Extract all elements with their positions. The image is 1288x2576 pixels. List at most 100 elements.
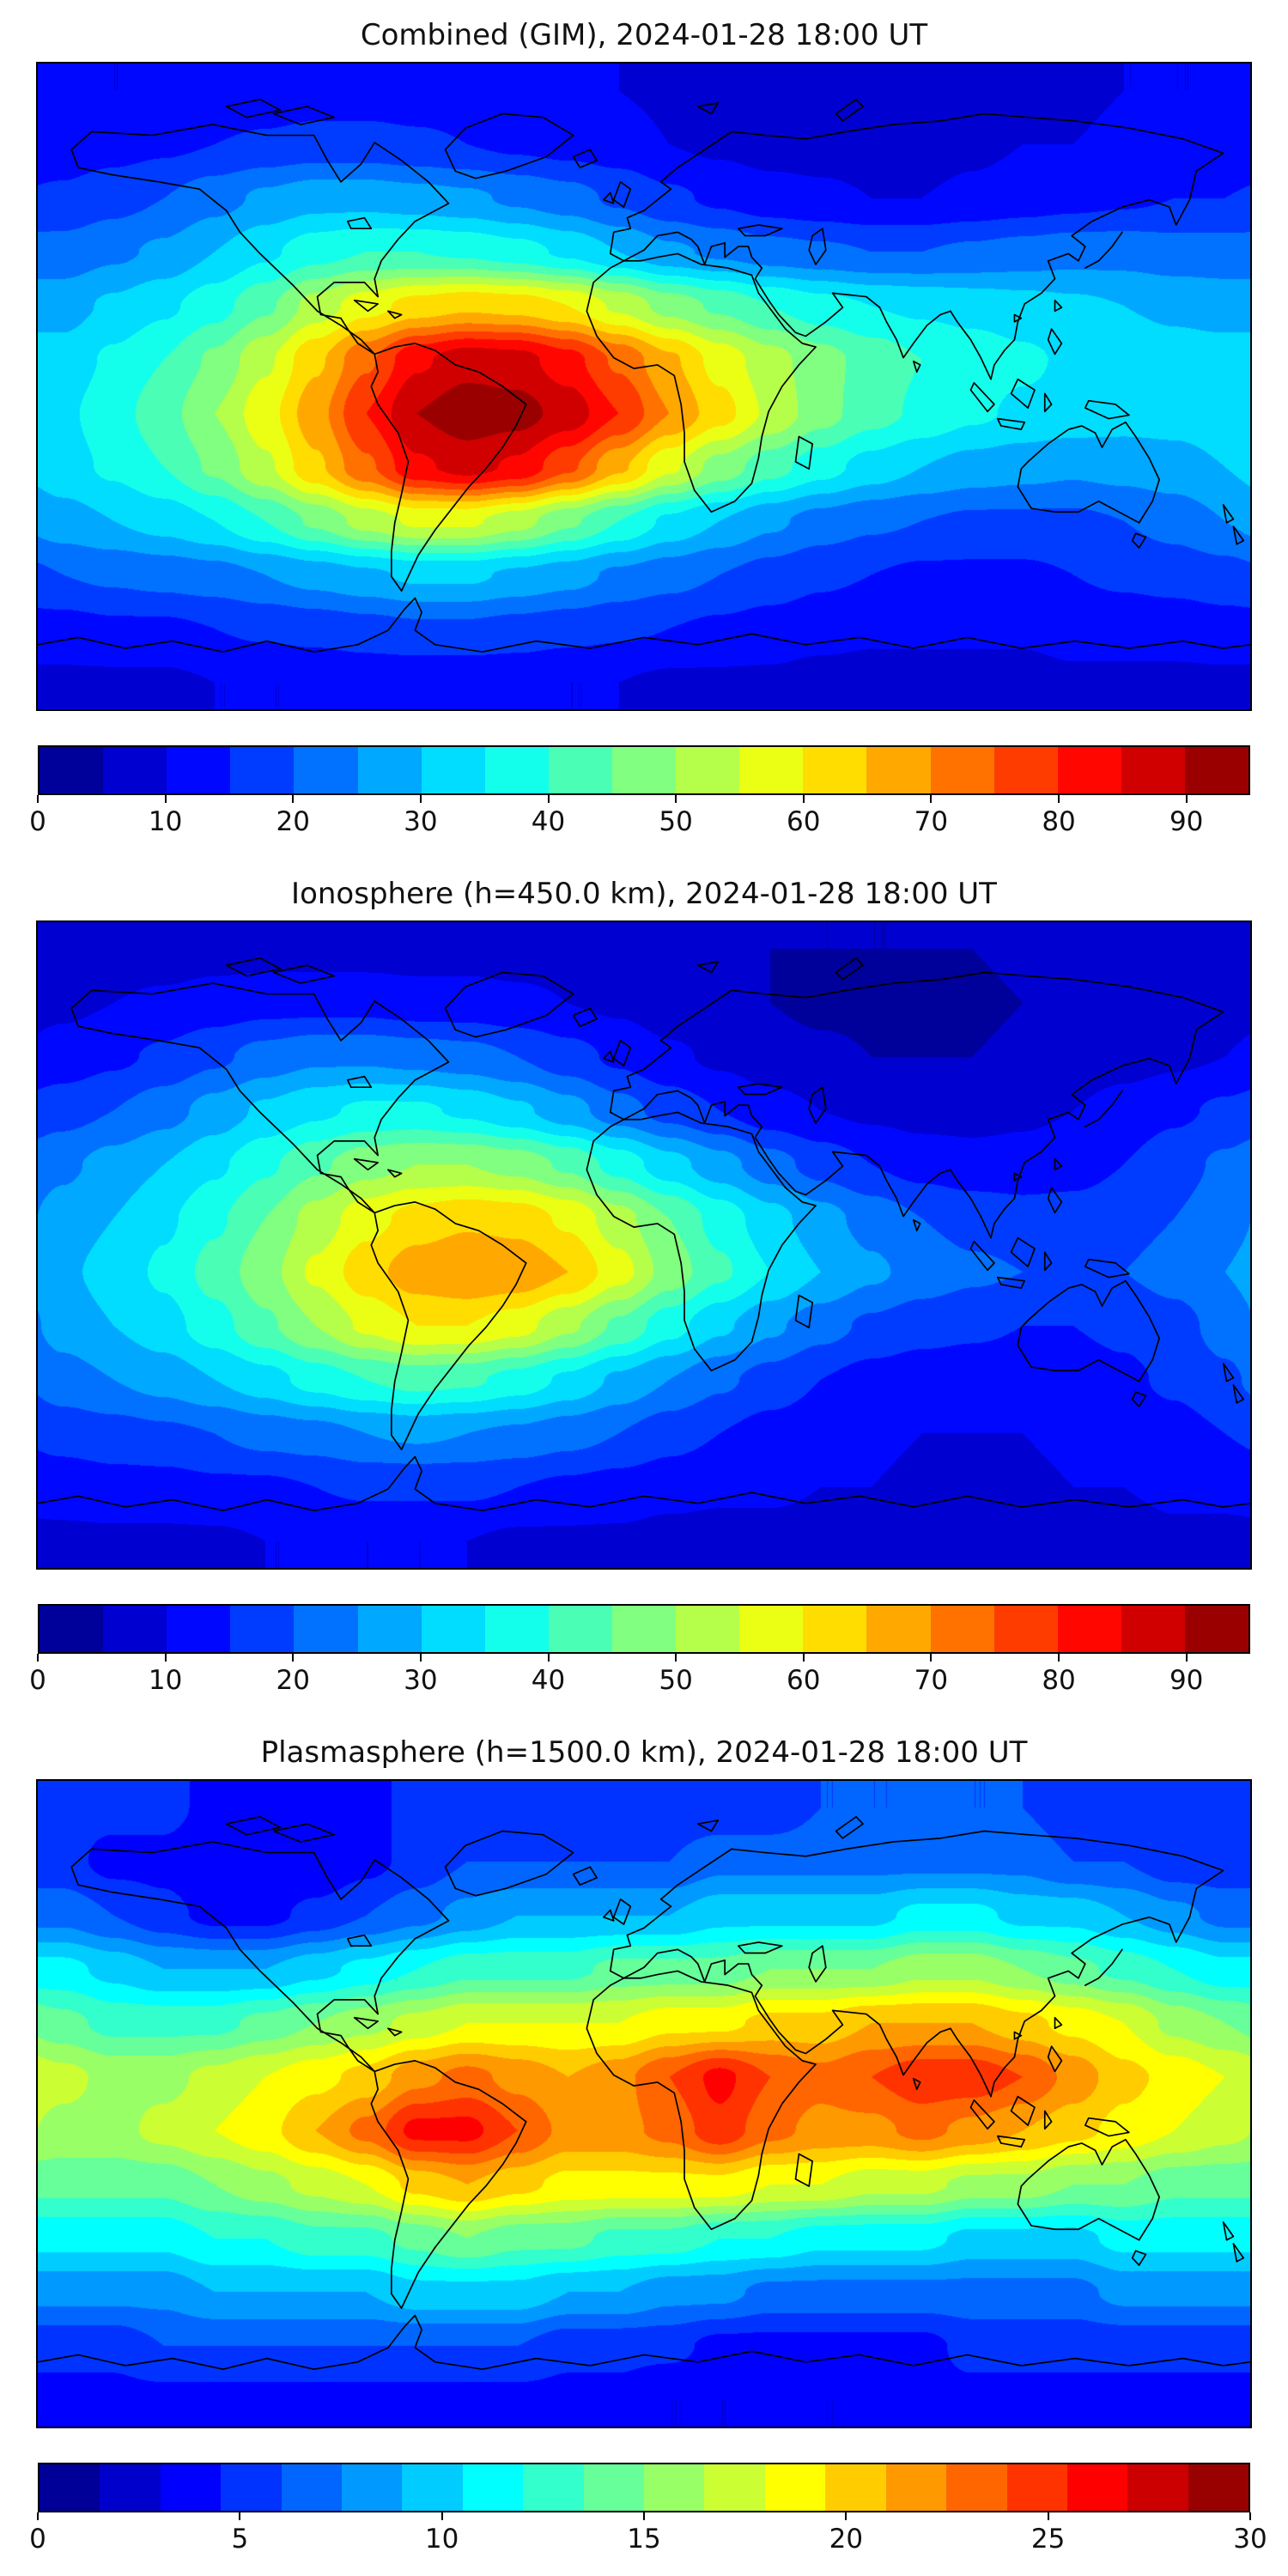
colorbar-tick [1058,795,1060,803]
colorbar-tick-label: 40 [531,806,566,837]
colorbar-segment [281,2464,343,2511]
colorbar-tick-label: 0 [29,806,46,837]
panel-title-ionosphere: Ionosphere (h=450.0 km), 2024-01-28 18:0… [291,877,997,911]
heatmap-canvas-plasmasphere [38,1781,1250,2427]
colorbar-plasmasphere: 0 5 10 15 20 25 30 [29,2463,1267,2561]
colorbar-tick-label: 30 [404,1665,438,1696]
colorbar-tick [845,2512,848,2520]
map-plasmasphere [36,1779,1252,2428]
colorbar-gradient [38,745,1250,795]
colorbar-segment [1066,2464,1128,2511]
colorbar-tick-label: 60 [787,1665,821,1696]
colorbar-gradient [38,2463,1250,2512]
colorbar-segment [1121,747,1185,793]
colorbar-segment [230,1606,295,1652]
coastlines-overlay [38,1781,1250,2427]
colorbar-tick [419,1654,422,1662]
colorbar-segment [103,747,167,793]
colorbar-tick [930,1654,933,1662]
panel-ionosphere: Ionosphere (h=450.0 km), 2024-01-28 18:0… [0,859,1288,1717]
colorbar-tick-row: 0 10 20 30 40 50 60 70 80 90 [29,1654,1250,1702]
colorbar-segment [342,2464,403,2511]
colorbar-segment [885,2464,947,2511]
colorbar-segment [103,1606,167,1652]
colorbar-segment [1127,2464,1188,2511]
colorbar-tick [164,795,167,803]
colorbar-tick [675,795,677,803]
colorbar-segment [167,747,231,793]
colorbar-segment [1184,1606,1249,1652]
heatmap-canvas-ionosphere [38,922,1250,1568]
colorbar-tick-label: 20 [829,2524,864,2555]
heatmap-canvas-combined-gim [38,64,1250,709]
colorbar-segment [39,747,104,793]
colorbar-segment [803,747,867,793]
colorbar-tick-label: 80 [1042,1665,1076,1696]
colorbar-tick [1249,2512,1251,2520]
colorbar-segment [39,2464,100,2511]
colorbar-segment [39,1606,104,1652]
colorbar-segment [1121,1606,1185,1652]
colorbar-segment [676,1606,740,1652]
colorbar-tick [1058,1654,1060,1662]
colorbar-segment [583,2464,645,2511]
colorbar-segment [946,2464,1007,2511]
colorbar-segment [402,2464,463,2511]
coastlines-overlay [38,922,1250,1568]
colorbar-tick-label: 15 [627,2524,661,2555]
colorbar-tick-label: 10 [148,806,183,837]
colorbar-segment [764,2464,826,2511]
colorbar-segment [294,1606,358,1652]
colorbar-gradient [38,1604,1250,1654]
colorbar-segment [739,747,804,793]
colorbar-tick [1185,795,1188,803]
colorbar-segment [993,1606,1058,1652]
colorbar-tick [37,2512,39,2520]
colorbar-segment [1006,2464,1067,2511]
map-ionosphere [36,920,1252,1570]
colorbar-segment [357,1606,422,1652]
colorbar-ionosphere: 0 10 20 30 40 50 60 70 80 90 [29,1604,1250,1702]
colorbar-tick [37,795,39,803]
map-combined-gim [36,62,1252,711]
colorbar-tick-label: 0 [29,1665,46,1696]
colorbar-tick [419,795,422,803]
colorbar-segment [803,1606,867,1652]
colorbar-segment [930,1606,994,1652]
colorbar-segment [676,747,740,793]
colorbar-tick [292,1654,295,1662]
colorbar-tick-label: 70 [914,1665,949,1696]
colorbar-segment [825,2464,886,2511]
colorbar-tick [802,795,805,803]
colorbar-segment [644,2464,705,2511]
colorbar-tick-label: 70 [914,806,949,837]
colorbar-tick-label: 90 [1169,1665,1204,1696]
colorbar-segment [611,1606,677,1652]
colorbar-segment [421,1606,485,1652]
colorbar-segment [866,747,931,793]
colorbar-tick-label: 80 [1042,806,1076,837]
colorbar-tick-row: 0 10 20 30 40 50 60 70 80 90 [29,795,1250,843]
panel-title-combined-gim: Combined (GIM), 2024-01-28 18:00 UT [360,18,928,52]
colorbar-tick-row: 0 5 10 15 20 25 30 [29,2512,1267,2561]
colorbar-combined-gim: 0 10 20 30 40 50 60 70 80 90 [29,745,1250,843]
colorbar-segment [548,747,612,793]
colorbar-segment [462,2464,524,2511]
colorbar-segment [167,1606,231,1652]
colorbar-segment [866,1606,931,1652]
colorbar-tick [547,1654,550,1662]
colorbar-segment [930,747,994,793]
colorbar-segment [294,747,358,793]
colorbar-segment [611,747,677,793]
colorbar-tick [675,1654,677,1662]
colorbar-tick [239,2512,241,2520]
colorbar-segment [1184,747,1249,793]
colorbar-tick [37,1654,39,1662]
colorbar-segment [1057,747,1121,793]
colorbar-tick [930,795,933,803]
colorbar-segment [421,747,485,793]
colorbar-segment [993,747,1058,793]
colorbar-tick-label: 10 [424,2524,459,2555]
colorbar-tick [292,795,295,803]
